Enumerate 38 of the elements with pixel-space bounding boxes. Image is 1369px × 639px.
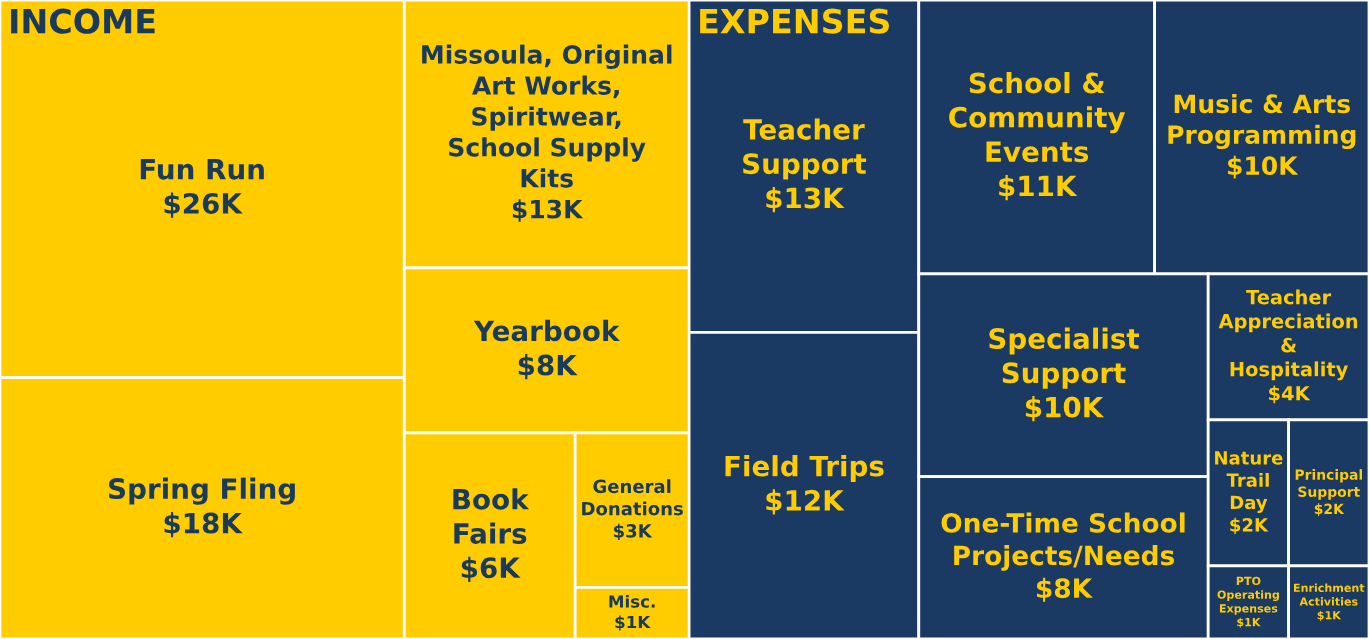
category-label: Nature Trail Day <box>1215 451 1283 513</box>
data-label: $3K <box>613 523 653 541</box>
category-label: Specialist Support <box>989 327 1140 389</box>
data-label: $10K <box>1025 396 1105 422</box>
category-label: Spring Fling <box>109 477 295 505</box>
data-label: $13K <box>512 199 584 222</box>
category-label: Misc. <box>609 594 655 608</box>
data-label: $13K <box>766 186 845 213</box>
category-label: Field Trips <box>725 455 884 482</box>
text: EXPENSES <box>700 8 890 34</box>
category-label: Teacher Appreciation & Hospitality <box>1218 289 1358 381</box>
category-label: General Donations <box>582 479 683 516</box>
data-label: $12K <box>766 489 845 515</box>
data-label: $11K <box>999 175 1078 201</box>
data-label: $10K <box>1227 155 1299 179</box>
category-label: Teacher Support <box>743 118 867 180</box>
category-label: Fun Run <box>140 159 264 180</box>
data-label: $1K <box>1317 610 1342 621</box>
category-label: PTO Operating Expenses <box>1217 576 1279 615</box>
text: INCOME <box>11 8 155 34</box>
category-label: Principal Support <box>1295 469 1363 500</box>
data-label: $26K <box>164 192 243 218</box>
category-label: One-Time School Projects/Needs <box>941 512 1185 571</box>
data-label: $6K <box>461 556 521 582</box>
data-label: $1K <box>1237 617 1261 628</box>
category-label: Missoula, Original Art Works, Spiritwear, School Supply Kits <box>422 44 672 188</box>
category-label: Yearbook <box>473 319 620 342</box>
data-label: $2K <box>1230 517 1269 535</box>
category-label: School & Community Events <box>949 71 1126 163</box>
data-label: $4K <box>1269 385 1311 404</box>
data-label: $8K <box>518 354 578 380</box>
data-label: $8K <box>1036 577 1093 602</box>
category-label: Enrichment Activities <box>1294 583 1365 606</box>
category-label: Music & Arts Programming <box>1168 93 1356 150</box>
data-label: $1K <box>615 615 651 631</box>
category-label: Book Fairs <box>453 488 530 544</box>
data-label: $2K <box>1314 503 1345 516</box>
data-label: $18K <box>164 512 243 538</box>
